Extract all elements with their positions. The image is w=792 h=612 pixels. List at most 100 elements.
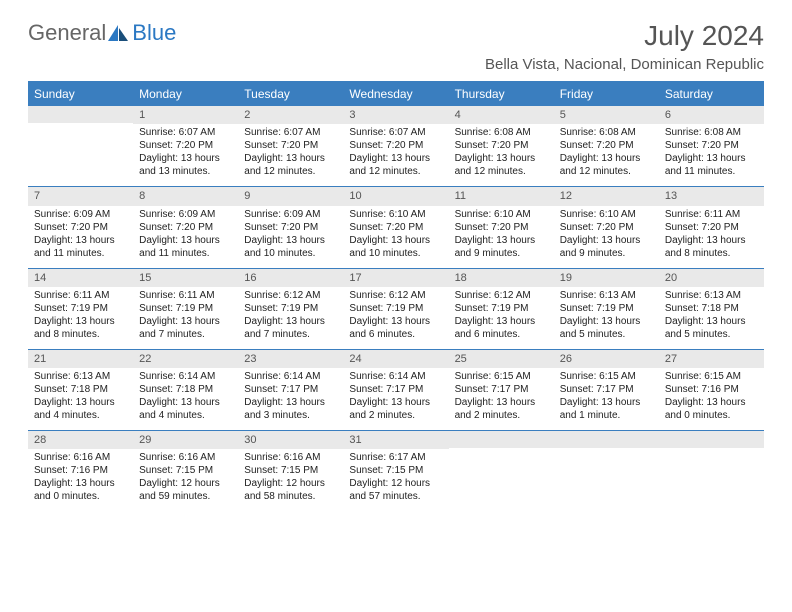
day-body: Sunrise: 6:13 AMSunset: 7:18 PMDaylight:… [659,287,764,349]
sunrise-text: Sunrise: 6:14 AM [139,370,232,383]
day-number: 29 [133,430,238,449]
logo-sail-icon [108,25,130,41]
calendar-cell: 27Sunrise: 6:15 AMSunset: 7:16 PMDayligh… [659,349,764,430]
sunrise-text: Sunrise: 6:13 AM [560,289,653,302]
daylight-text: Daylight: 13 hours and 13 minutes. [139,152,232,178]
day-body: Sunrise: 6:09 AMSunset: 7:20 PMDaylight:… [133,206,238,268]
empty-day-number [554,430,659,448]
day-number: 31 [343,430,448,449]
day-header-row: Sunday Monday Tuesday Wednesday Thursday… [28,82,764,105]
day-number: 7 [28,186,133,205]
sunset-text: Sunset: 7:20 PM [139,221,232,234]
daylight-text: Daylight: 13 hours and 11 minutes. [139,234,232,260]
day-body: Sunrise: 6:10 AMSunset: 7:20 PMDaylight:… [343,206,448,268]
day-number: 19 [554,268,659,287]
sunset-text: Sunset: 7:15 PM [244,464,337,477]
header: General Blue July 2024 Bella Vista, Naci… [28,20,764,79]
sunrise-text: Sunrise: 6:11 AM [34,289,127,302]
sunrise-text: Sunrise: 6:08 AM [560,126,653,139]
daylight-text: Daylight: 13 hours and 6 minutes. [455,315,548,341]
sunset-text: Sunset: 7:18 PM [665,302,758,315]
day-body: Sunrise: 6:07 AMSunset: 7:20 PMDaylight:… [238,124,343,186]
day-number: 13 [659,186,764,205]
logo-text-general: General [28,20,106,46]
sunrise-text: Sunrise: 6:07 AM [244,126,337,139]
sunrise-text: Sunrise: 6:11 AM [139,289,232,302]
daylight-text: Daylight: 13 hours and 9 minutes. [455,234,548,260]
calendar-cell: 3Sunrise: 6:07 AMSunset: 7:20 PMDaylight… [343,105,448,186]
day-body: Sunrise: 6:17 AMSunset: 7:15 PMDaylight:… [343,449,448,511]
sunset-text: Sunset: 7:18 PM [34,383,127,396]
calendar-cell: 19Sunrise: 6:13 AMSunset: 7:19 PMDayligh… [554,268,659,349]
sunrise-text: Sunrise: 6:15 AM [665,370,758,383]
daylight-text: Daylight: 13 hours and 12 minutes. [349,152,442,178]
day-body: Sunrise: 6:14 AMSunset: 7:18 PMDaylight:… [133,368,238,430]
day-number: 16 [238,268,343,287]
daylight-text: Daylight: 13 hours and 12 minutes. [244,152,337,178]
header-wednesday: Wednesday [343,82,448,105]
day-body: Sunrise: 6:09 AMSunset: 7:20 PMDaylight:… [28,206,133,268]
header-monday: Monday [133,82,238,105]
sunrise-text: Sunrise: 6:10 AM [349,208,442,221]
calendar-cell: 4Sunrise: 6:08 AMSunset: 7:20 PMDaylight… [449,105,554,186]
day-number: 26 [554,349,659,368]
day-number: 15 [133,268,238,287]
location: Bella Vista, Nacional, Dominican Republi… [485,56,764,73]
calendar-week-row: 7Sunrise: 6:09 AMSunset: 7:20 PMDaylight… [28,186,764,267]
header-friday: Friday [554,82,659,105]
calendar-cell: 13Sunrise: 6:11 AMSunset: 7:20 PMDayligh… [659,186,764,267]
day-body: Sunrise: 6:10 AMSunset: 7:20 PMDaylight:… [554,206,659,268]
calendar-cell: 6Sunrise: 6:08 AMSunset: 7:20 PMDaylight… [659,105,764,186]
daylight-text: Daylight: 13 hours and 0 minutes. [665,396,758,422]
sunrise-text: Sunrise: 6:09 AM [244,208,337,221]
sunrise-text: Sunrise: 6:10 AM [455,208,548,221]
sunset-text: Sunset: 7:20 PM [349,221,442,234]
day-number: 21 [28,349,133,368]
empty-day-body [554,448,659,506]
sunset-text: Sunset: 7:20 PM [244,221,337,234]
day-body: Sunrise: 6:16 AMSunset: 7:15 PMDaylight:… [133,449,238,511]
sunset-text: Sunset: 7:15 PM [139,464,232,477]
sunrise-text: Sunrise: 6:07 AM [139,126,232,139]
daylight-text: Daylight: 13 hours and 7 minutes. [244,315,337,341]
day-number: 9 [238,186,343,205]
calendar-cell: 25Sunrise: 6:15 AMSunset: 7:17 PMDayligh… [449,349,554,430]
sunset-text: Sunset: 7:17 PM [349,383,442,396]
daylight-text: Daylight: 13 hours and 10 minutes. [244,234,337,260]
empty-day-body [449,448,554,506]
sunrise-text: Sunrise: 6:16 AM [139,451,232,464]
calendar-cell: 10Sunrise: 6:10 AMSunset: 7:20 PMDayligh… [343,186,448,267]
empty-day-number [449,430,554,448]
sunrise-text: Sunrise: 6:14 AM [349,370,442,383]
day-body: Sunrise: 6:12 AMSunset: 7:19 PMDaylight:… [343,287,448,349]
month-title: July 2024 [485,20,764,52]
calendar-cell: 2Sunrise: 6:07 AMSunset: 7:20 PMDaylight… [238,105,343,186]
empty-day-number [659,430,764,448]
sunrise-text: Sunrise: 6:08 AM [455,126,548,139]
daylight-text: Daylight: 13 hours and 4 minutes. [34,396,127,422]
header-thursday: Thursday [449,82,554,105]
day-body: Sunrise: 6:13 AMSunset: 7:18 PMDaylight:… [28,368,133,430]
sunset-text: Sunset: 7:18 PM [139,383,232,396]
daylight-text: Daylight: 13 hours and 7 minutes. [139,315,232,341]
sunset-text: Sunset: 7:20 PM [560,139,653,152]
daylight-text: Daylight: 13 hours and 10 minutes. [349,234,442,260]
day-number: 1 [133,105,238,124]
sunrise-text: Sunrise: 6:13 AM [34,370,127,383]
day-number: 2 [238,105,343,124]
calendar-cell: 28Sunrise: 6:16 AMSunset: 7:16 PMDayligh… [28,430,133,511]
sunset-text: Sunset: 7:19 PM [139,302,232,315]
header-tuesday: Tuesday [238,82,343,105]
sunset-text: Sunset: 7:20 PM [665,139,758,152]
day-number: 23 [238,349,343,368]
day-number: 6 [659,105,764,124]
calendar-cell: 17Sunrise: 6:12 AMSunset: 7:19 PMDayligh… [343,268,448,349]
header-sunday: Sunday [28,82,133,105]
day-number: 14 [28,268,133,287]
day-body: Sunrise: 6:13 AMSunset: 7:19 PMDaylight:… [554,287,659,349]
day-number: 24 [343,349,448,368]
sunset-text: Sunset: 7:19 PM [34,302,127,315]
sunrise-text: Sunrise: 6:09 AM [139,208,232,221]
sunrise-text: Sunrise: 6:13 AM [665,289,758,302]
calendar-cell [28,105,133,186]
